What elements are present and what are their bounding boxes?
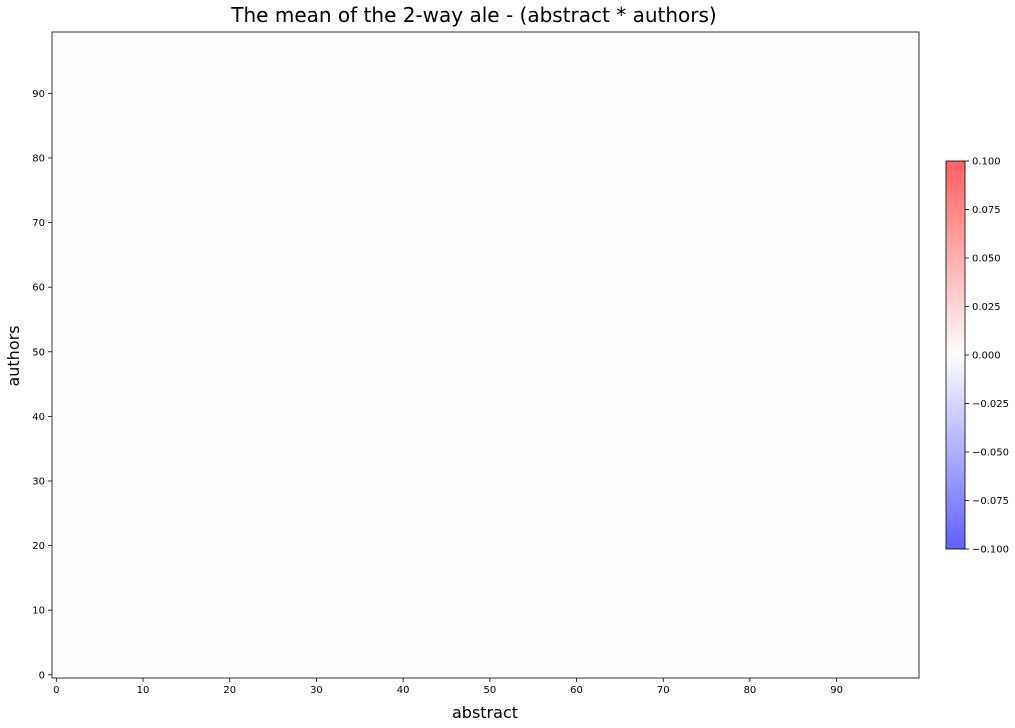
y-tick-label: 40 [32, 412, 45, 423]
colorbar-tick-label: −0.025 [972, 399, 1009, 410]
x-tick-label: 40 [397, 685, 410, 696]
x-tick-label: 90 [830, 685, 843, 696]
colorbar-tick-label: −0.075 [972, 496, 1009, 507]
x-tick-label: 60 [570, 685, 583, 696]
colorbar-tick-label: 0.000 [972, 351, 1001, 362]
y-tick-label: 60 [32, 283, 45, 294]
x-tick-label: 0 [53, 685, 59, 696]
x-tick-label: 80 [744, 685, 757, 696]
y-tick-label: 30 [32, 476, 45, 487]
x-tick-label: 10 [137, 685, 150, 696]
x-axis-title: abstract [452, 703, 518, 722]
x-tick-label: 20 [223, 685, 236, 696]
colorbar-tick-label: 0.075 [972, 205, 1001, 216]
x-tick-label: 30 [310, 685, 323, 696]
y-tick-label: 50 [32, 347, 45, 358]
colorbar-tick-label: −0.100 [972, 545, 1009, 556]
y-tick-label: 10 [32, 606, 45, 617]
x-axis-ticks: 0 10 20 30 40 50 60 70 80 90 [53, 678, 843, 696]
colorbar-tick-label: 0.025 [972, 302, 1001, 313]
heatmap-area [51, 31, 920, 679]
colorbar-tick-label: 0.100 [972, 157, 1001, 168]
colorbar [945, 160, 966, 550]
chart-title: The mean of the 2-way ale - (abstract * … [230, 3, 716, 27]
colorbar-tick-label: −0.050 [972, 448, 1009, 459]
x-tick-label: 70 [657, 685, 670, 696]
y-axis-ticks: 0 10 20 30 40 50 60 70 80 90 [32, 89, 52, 681]
colorbar-ticks: 0.100 0.075 0.050 0.025 0.000 −0.025 −0.050 −0.… [965, 157, 1009, 556]
colorbar-tick-label: 0.050 [972, 254, 1001, 265]
y-tick-label: 70 [32, 218, 45, 229]
y-axis-title: authors [4, 325, 23, 386]
y-tick-label: 20 [32, 541, 45, 552]
y-tick-label: 90 [32, 89, 45, 100]
y-tick-label: 0 [39, 670, 45, 681]
x-tick-label: 50 [483, 685, 496, 696]
y-tick-label: 80 [32, 153, 45, 164]
